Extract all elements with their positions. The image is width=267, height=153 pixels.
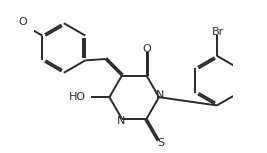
Text: Br: Br [212,27,224,37]
Text: N: N [117,116,125,126]
Text: S: S [157,138,164,148]
Text: O: O [18,17,27,27]
Text: O: O [142,44,151,54]
Text: N: N [155,90,164,100]
Text: HO: HO [69,92,86,102]
